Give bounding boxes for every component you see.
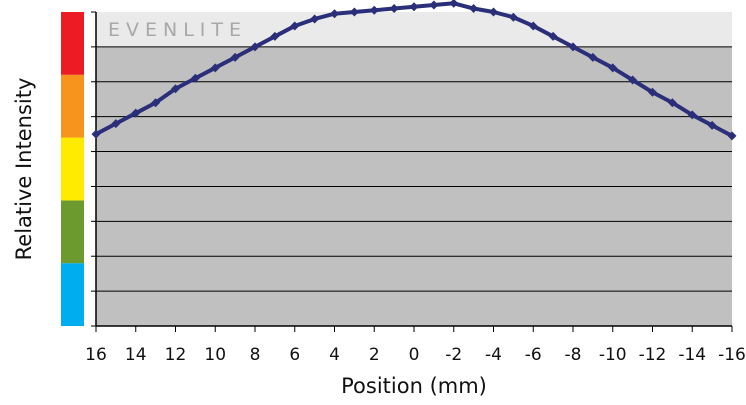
x-tick-label: 12 <box>165 345 187 365</box>
x-tick-label: 8 <box>250 345 261 365</box>
gridlines <box>96 46 732 292</box>
data-point <box>330 9 339 19</box>
data-point <box>469 4 479 14</box>
data-point <box>528 21 538 31</box>
data-point <box>588 52 598 62</box>
data-point <box>91 129 101 139</box>
data-point <box>628 75 638 85</box>
axes <box>91 11 733 332</box>
x-tick-label: -16 <box>718 345 746 365</box>
x-tick-label: -6 <box>525 345 542 365</box>
data-point <box>707 120 717 130</box>
data-point <box>508 12 518 22</box>
data-point <box>131 108 141 118</box>
data-point <box>151 98 161 108</box>
x-tick-label: -8 <box>565 345 582 365</box>
data-point <box>250 42 260 52</box>
data-point <box>687 110 697 120</box>
x-tick-label: 4 <box>329 345 340 365</box>
brand-label: EVENLITE <box>108 19 247 41</box>
data-point <box>409 2 419 12</box>
data-series <box>91 0 737 141</box>
data-point <box>369 5 379 15</box>
data-point <box>290 21 300 31</box>
data-point <box>648 87 657 97</box>
scale-segment <box>61 200 84 264</box>
data-point <box>310 14 320 24</box>
x-tick-label: 0 <box>409 345 420 365</box>
x-tick-label: 16 <box>85 345 107 365</box>
data-point <box>727 131 737 141</box>
data-point <box>568 42 578 52</box>
scale-segment <box>61 12 84 75</box>
x-tick-label: -4 <box>485 345 502 365</box>
data-point <box>210 63 220 73</box>
data-point <box>171 84 180 94</box>
data-point <box>270 31 280 41</box>
plot-area <box>96 12 732 326</box>
data-point <box>349 7 359 17</box>
data-point <box>389 4 399 14</box>
data-point <box>548 31 558 41</box>
y-axis-title: Relative Intensity <box>12 78 36 261</box>
scale-segment <box>61 263 84 326</box>
x-tick-labels: 16 14 12 10 8 6 4 2 0 -2 -4 -6 -8 -10 -12 -14 -16 <box>85 345 746 365</box>
data-point <box>449 0 459 8</box>
x-tick-label: -10 <box>599 345 627 365</box>
data-point <box>667 98 677 108</box>
data-point <box>608 63 618 73</box>
x-tick-label: 14 <box>125 345 147 365</box>
data-point <box>111 119 121 129</box>
x-tick-label: 6 <box>289 345 300 365</box>
x-tick-label: 10 <box>204 345 226 365</box>
x-axis-title: Position (mm) <box>341 374 487 398</box>
scale-segment <box>61 74 84 138</box>
intensity-scale-bar <box>61 12 84 326</box>
x-tick-label: -14 <box>678 345 706 365</box>
scale-segment <box>61 137 84 201</box>
data-point <box>230 52 240 62</box>
data-point <box>489 7 498 17</box>
brand-band <box>96 12 732 47</box>
x-tick-label: -2 <box>445 345 462 365</box>
data-point <box>429 0 439 10</box>
x-tick-label: 2 <box>369 345 380 365</box>
data-point <box>190 73 200 83</box>
x-tick-label: -12 <box>639 345 667 365</box>
